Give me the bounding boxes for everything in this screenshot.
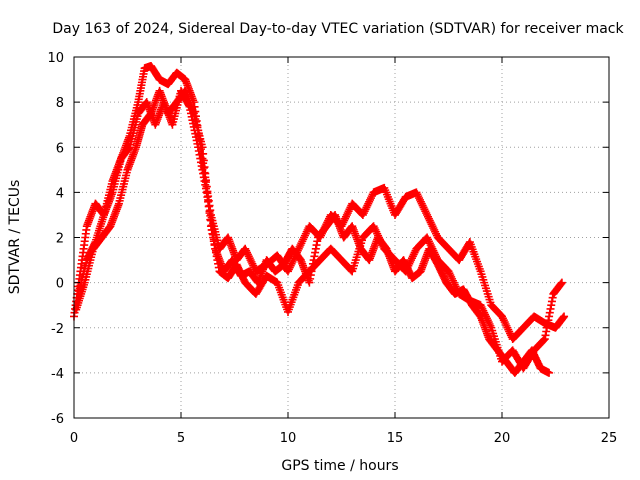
- x-axis-label: GPS time / hours: [281, 458, 398, 474]
- y-tick-label: -2: [51, 322, 64, 337]
- x-tick-label: 10: [280, 431, 297, 446]
- data-point: [557, 278, 566, 287]
- y-tick-label: 6: [56, 141, 64, 156]
- x-tick-label: 5: [177, 431, 185, 446]
- y-tick-label: 10: [47, 51, 64, 66]
- y-axis-label: SDTVAR / TECUs: [7, 180, 23, 295]
- data-points: [70, 62, 569, 377]
- axis-ticks: 0 5 10 15 20 25 -6 -4 -2 0 2 4 6 8 10: [47, 51, 617, 446]
- y-tick-label: 4: [56, 186, 64, 201]
- x-tick-label: 0: [70, 431, 78, 446]
- y-tick-label: -6: [51, 412, 64, 427]
- x-tick-label: 20: [494, 431, 511, 446]
- x-tick-label: 25: [601, 431, 618, 446]
- data-point: [545, 368, 554, 377]
- y-tick-label: 2: [56, 232, 64, 247]
- y-tick-label: -4: [51, 367, 64, 382]
- data-point: [539, 335, 548, 344]
- chart-title: Day 163 of 2024, Sidereal Day-to-day VTE…: [52, 21, 624, 37]
- series-track-b: [72, 86, 566, 373]
- x-tick-label: 15: [387, 431, 404, 446]
- series-track-c: [74, 86, 554, 377]
- y-tick-label: 0: [56, 277, 64, 292]
- data-point: [560, 312, 569, 321]
- y-tick-label: 8: [56, 96, 64, 111]
